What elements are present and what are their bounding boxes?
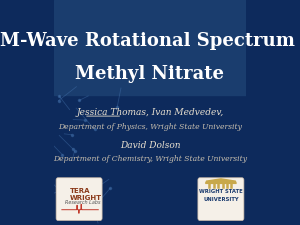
Text: UNIVERSITY: UNIVERSITY (203, 197, 239, 202)
FancyBboxPatch shape (198, 178, 244, 220)
Text: MM-Wave Rotational Spectrum of: MM-Wave Rotational Spectrum of (0, 32, 300, 50)
FancyBboxPatch shape (56, 178, 102, 220)
Text: David Dolson: David Dolson (120, 141, 180, 150)
Bar (54, 0, 246, 94)
Text: Department of Physics, Wright State University: Department of Physics, Wright State Univ… (58, 123, 242, 131)
Text: WRIGHT: WRIGHT (70, 195, 102, 201)
Text: TERA: TERA (70, 188, 90, 194)
Polygon shape (206, 179, 236, 183)
Text: Methyl Nitrate: Methyl Nitrate (76, 65, 224, 83)
Text: Research Labs: Research Labs (65, 200, 100, 205)
Text: Department of Chemistry, Wright State University: Department of Chemistry, Wright State Un… (53, 155, 247, 163)
Text: Jessica Thomas, Ivan Medvedev,: Jessica Thomas, Ivan Medvedev, (76, 108, 224, 117)
Text: WRIGHT STATE: WRIGHT STATE (199, 189, 243, 194)
